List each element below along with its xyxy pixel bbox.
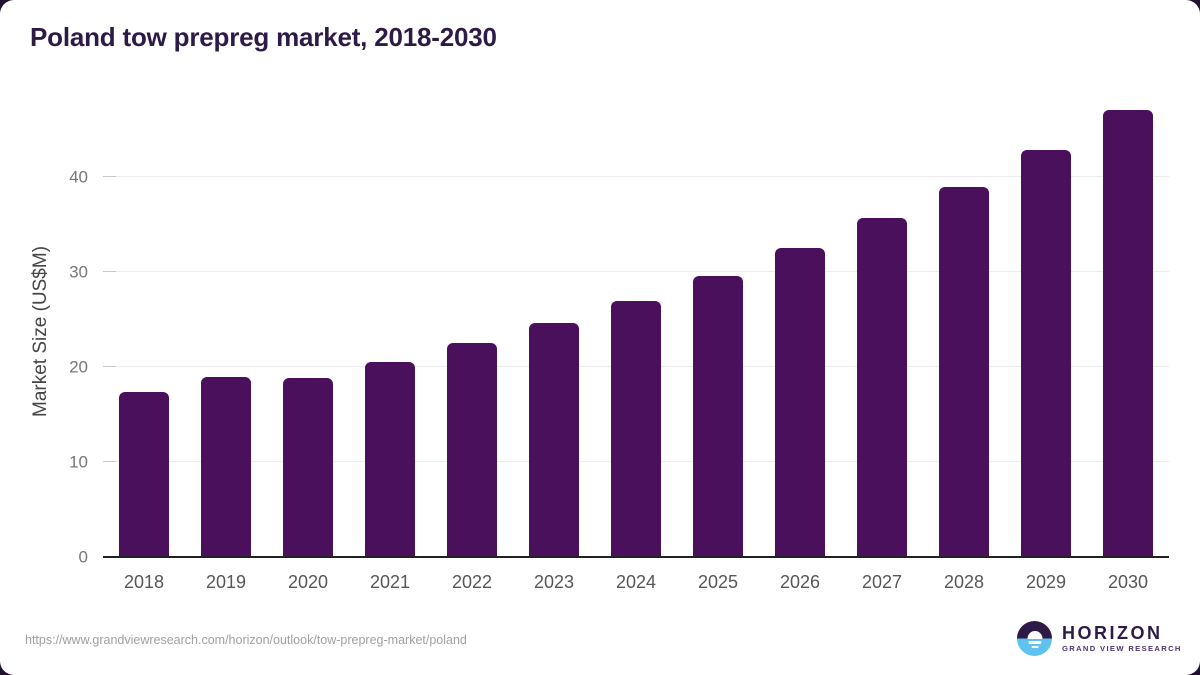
bar-slot-2023 — [513, 323, 595, 557]
bar-2028 — [939, 187, 989, 557]
x-tick-labels: 2018 2019 2020 2021 2022 2023 2024 2025 2026 2027… — [103, 572, 1169, 593]
x-tick-label-2022: 2022 — [451, 572, 493, 592]
chart-title: Poland tow prepreg market, 2018-2030 — [30, 22, 497, 52]
horizon-line-narrow — [1031, 645, 1038, 648]
y-tick-label-20: 20 — [69, 357, 88, 377]
x-tick-label-2021: 2021 — [369, 572, 411, 592]
horizon-line-wide — [1028, 641, 1041, 644]
bar-series — [103, 89, 1169, 557]
x-tick-label-2023: 2023 — [533, 572, 575, 592]
bar-2029 — [1021, 149, 1071, 557]
bar-slot-2018 — [103, 392, 185, 557]
y-tick-mark-10 — [103, 461, 116, 463]
bar-slot-2019 — [185, 377, 267, 557]
x-tick-label-2026: 2026 — [779, 572, 821, 592]
bar-2026 — [775, 247, 825, 557]
sun-dome-shape — [1027, 631, 1042, 639]
bar-slot-2030 — [1087, 109, 1169, 557]
bar-slot-2020 — [267, 378, 349, 557]
horizon-logo: HORIZON GRAND VIEW RESEARCH — [1017, 621, 1182, 656]
y-tick-mark-20 — [103, 366, 116, 368]
bar-slot-2021 — [349, 362, 431, 557]
bar-slot-2022 — [431, 343, 513, 557]
bar-2022 — [447, 343, 497, 557]
bar-slot-2028 — [923, 187, 1005, 557]
bar-2021 — [365, 362, 415, 557]
logo-text: HORIZON GRAND VIEW RESEARCH — [1062, 622, 1182, 654]
y-tick-label-0: 0 — [78, 547, 88, 567]
x-tick-label-2028: 2028 — [943, 572, 985, 592]
logo-name: HORIZON — [1062, 622, 1163, 643]
x-tick-label-2030: 2030 — [1107, 572, 1149, 592]
bar-2020 — [283, 378, 333, 557]
x-axis-line — [103, 556, 1169, 558]
y-axis-title: Market Size (US$M) — [30, 245, 51, 417]
bar-slot-2026 — [759, 247, 841, 557]
x-tick-label-2018: 2018 — [123, 572, 165, 592]
bar-2023 — [529, 323, 579, 557]
logo-tagline: GRAND VIEW RESEARCH — [1062, 644, 1182, 654]
bar-2030 — [1103, 109, 1153, 557]
bar-2018 — [119, 392, 169, 557]
x-tick-label-2027: 2027 — [861, 572, 903, 592]
bar-2024 — [611, 301, 661, 557]
gridline-40 — [103, 176, 1169, 178]
x-tick-label-2029: 2029 — [1025, 572, 1067, 592]
bar-2025 — [693, 276, 743, 557]
x-tick-label-2025: 2025 — [697, 572, 739, 592]
y-tick-mark-40 — [103, 176, 116, 178]
bar-slot-2024 — [595, 301, 677, 557]
plot-area: 0 10 20 30 40 2018 2019 2020 2021 2022 2023 2024 20… — [69, 89, 1169, 592]
horizon-sun-icon — [1017, 621, 1052, 656]
y-tick-label-40: 40 — [69, 167, 88, 187]
gridline-30 — [103, 271, 1169, 273]
x-tick-label-2020: 2020 — [287, 572, 329, 592]
bar-slot-2029 — [1005, 149, 1087, 557]
bar-2027 — [857, 218, 907, 557]
x-tick-label-2024: 2024 — [615, 572, 657, 592]
source-url: https://www.grandviewresearch.com/horizo… — [25, 633, 467, 647]
bar-slot-2025 — [677, 276, 759, 557]
bar-slot-2027 — [841, 218, 923, 557]
bar-2019 — [201, 377, 251, 557]
y-tick-label-30: 30 — [69, 262, 88, 282]
x-tick-label-2019: 2019 — [205, 572, 247, 592]
y-tick-label-10: 10 — [69, 452, 88, 472]
y-tick-mark-30 — [103, 271, 116, 273]
